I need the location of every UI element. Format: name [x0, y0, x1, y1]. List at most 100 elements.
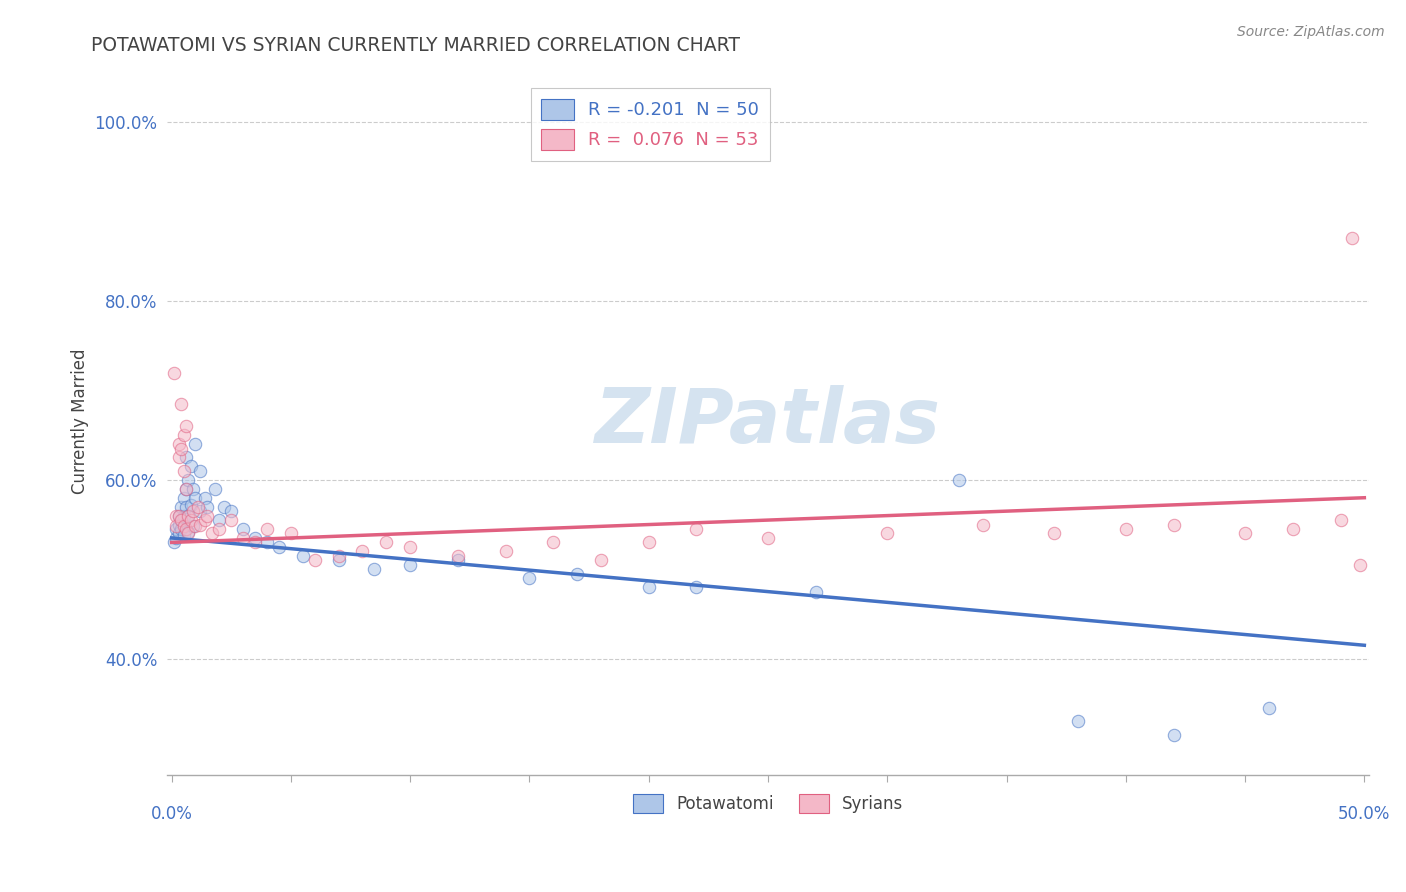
- Point: [173, 508, 195, 523]
- Point: [170, 513, 193, 527]
- Point: [188, 517, 211, 532]
- Point: [188, 504, 211, 518]
- Point: [519, 571, 541, 585]
- Point: [165, 522, 187, 536]
- Point: [174, 482, 197, 496]
- Point: [163, 366, 186, 380]
- Point: [232, 531, 254, 545]
- Point: [1043, 526, 1066, 541]
- Point: [1163, 517, 1185, 532]
- Point: [948, 473, 970, 487]
- Text: ZIPatlas: ZIPatlas: [595, 384, 941, 458]
- Point: [165, 508, 187, 523]
- Point: [399, 540, 422, 554]
- Point: [1067, 714, 1090, 729]
- Point: [194, 491, 217, 505]
- Point: [267, 540, 290, 554]
- Point: [177, 508, 200, 523]
- Point: [170, 522, 193, 536]
- Point: [201, 526, 224, 541]
- Point: [256, 535, 278, 549]
- Point: [180, 459, 202, 474]
- Point: [219, 513, 242, 527]
- Point: [174, 522, 197, 536]
- Point: [208, 513, 231, 527]
- Point: [212, 500, 235, 514]
- Point: [194, 513, 217, 527]
- Point: [756, 531, 779, 545]
- Point: [447, 553, 470, 567]
- Point: [1258, 701, 1281, 715]
- Point: [208, 522, 231, 536]
- Point: [1329, 513, 1351, 527]
- Point: [173, 428, 195, 442]
- Point: [184, 437, 207, 451]
- Point: [1234, 526, 1257, 541]
- Point: [170, 500, 193, 514]
- Point: [1281, 522, 1303, 536]
- Point: [363, 562, 385, 576]
- Point: [174, 500, 197, 514]
- Point: [637, 535, 659, 549]
- Point: [177, 473, 200, 487]
- Point: [180, 513, 202, 527]
- Point: [174, 419, 197, 434]
- Point: [173, 464, 195, 478]
- Point: [188, 464, 211, 478]
- Point: [167, 437, 190, 451]
- Point: [165, 519, 187, 533]
- Point: [204, 482, 226, 496]
- Point: [1348, 558, 1371, 572]
- Point: [167, 508, 190, 523]
- Point: [304, 553, 326, 567]
- Point: [165, 531, 187, 545]
- Y-axis label: Currently Married: Currently Married: [72, 349, 89, 494]
- Point: [1341, 231, 1364, 245]
- Point: [256, 522, 278, 536]
- Point: [375, 535, 398, 549]
- Point: [543, 535, 565, 549]
- Point: [167, 450, 190, 465]
- Point: [685, 522, 707, 536]
- Point: [181, 482, 204, 496]
- Point: [197, 500, 219, 514]
- Point: [243, 531, 266, 545]
- Point: [637, 580, 659, 594]
- Point: [876, 526, 898, 541]
- Text: Source: ZipAtlas.com: Source: ZipAtlas.com: [1237, 25, 1385, 39]
- Point: [174, 450, 197, 465]
- Point: [1163, 728, 1185, 742]
- Point: [180, 498, 202, 512]
- Point: [170, 397, 193, 411]
- Point: [804, 584, 827, 599]
- Point: [170, 442, 193, 456]
- Point: [177, 524, 200, 539]
- Point: [291, 549, 314, 563]
- Point: [184, 519, 207, 533]
- Point: [181, 504, 204, 518]
- Point: [167, 517, 190, 532]
- Point: [328, 553, 350, 567]
- Point: [1115, 522, 1137, 536]
- Point: [972, 517, 994, 532]
- Point: [589, 553, 612, 567]
- Text: POTAWATOMI VS SYRIAN CURRENTLY MARRIED CORRELATION CHART: POTAWATOMI VS SYRIAN CURRENTLY MARRIED C…: [91, 36, 741, 54]
- Point: [167, 526, 190, 541]
- Point: [181, 519, 204, 533]
- Point: [197, 508, 219, 523]
- Point: [495, 544, 517, 558]
- Point: [173, 528, 195, 542]
- Point: [685, 580, 707, 594]
- Text: 50.0%: 50.0%: [1339, 805, 1391, 823]
- Point: [243, 535, 266, 549]
- Point: [167, 508, 190, 523]
- Point: [173, 519, 195, 533]
- Point: [163, 535, 186, 549]
- Point: [232, 522, 254, 536]
- Point: [447, 549, 470, 563]
- Point: [174, 482, 197, 496]
- Point: [280, 526, 302, 541]
- Point: [219, 504, 242, 518]
- Legend: Potawatomi, Syrians: Potawatomi, Syrians: [626, 787, 910, 820]
- Point: [173, 491, 195, 505]
